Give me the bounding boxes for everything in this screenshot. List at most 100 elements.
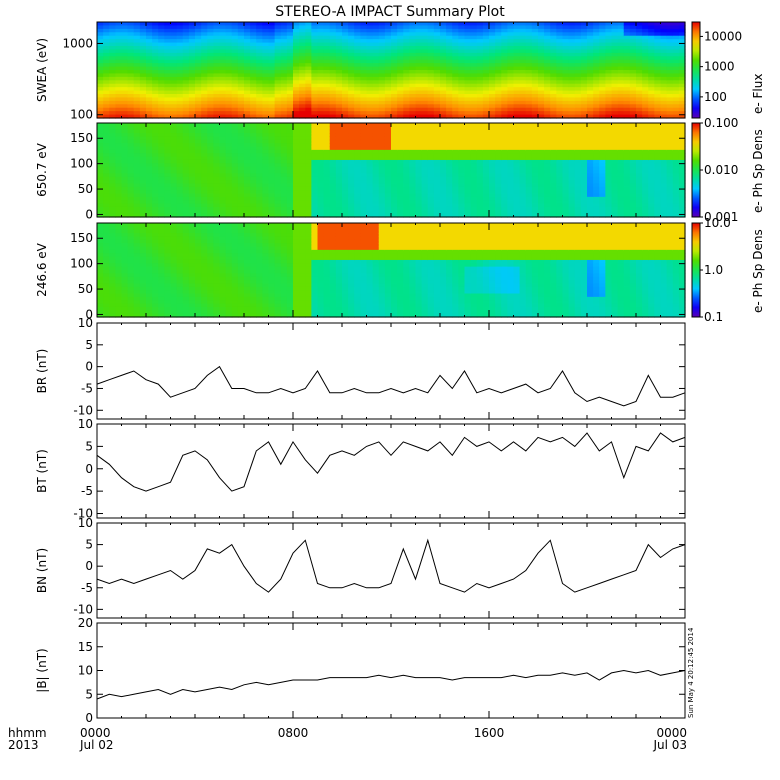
heatmap-cell bbox=[550, 126, 557, 131]
heatmap-cell bbox=[409, 25, 417, 30]
heatmap-cell bbox=[666, 83, 674, 88]
heatmap-cell bbox=[262, 136, 270, 141]
heatmap-cell bbox=[305, 163, 312, 168]
heatmap-cell bbox=[329, 156, 337, 161]
heatmap-cell bbox=[611, 49, 619, 54]
heatmap-cell bbox=[580, 59, 588, 64]
heatmap-cell bbox=[458, 176, 466, 181]
heatmap-cell bbox=[268, 166, 276, 171]
heatmap-cell bbox=[299, 49, 306, 54]
heatmap-cell bbox=[354, 149, 361, 154]
heatmap-cell bbox=[109, 83, 116, 88]
heatmap-cell bbox=[170, 104, 178, 109]
heatmap-cell bbox=[188, 126, 196, 131]
heatmap-cell bbox=[593, 52, 600, 57]
heatmap-cell bbox=[452, 176, 459, 181]
heatmap-cell bbox=[195, 173, 202, 178]
heatmap-cell bbox=[231, 143, 239, 148]
heatmap-cell bbox=[207, 153, 214, 158]
heatmap-cell bbox=[103, 156, 110, 161]
heatmap-cell bbox=[378, 133, 386, 138]
heatmap-cell bbox=[452, 83, 459, 88]
heatmap-cell bbox=[152, 76, 159, 81]
heatmap-cell bbox=[311, 126, 319, 131]
heatmap-cell bbox=[495, 126, 502, 131]
heatmap-cell bbox=[195, 111, 202, 116]
heatmap-cell bbox=[103, 203, 110, 208]
heatmap-cell bbox=[299, 104, 306, 109]
heatmap-cell bbox=[354, 166, 361, 171]
heatmap-cell bbox=[550, 149, 557, 154]
heatmap-cell bbox=[250, 146, 257, 151]
heatmap-cell bbox=[446, 28, 453, 33]
heatmap-cell bbox=[262, 90, 270, 95]
heatmap-cell bbox=[188, 159, 196, 164]
heatmap-cell bbox=[617, 80, 625, 85]
heatmap-cell bbox=[201, 203, 208, 208]
heatmap-cell bbox=[146, 100, 153, 105]
heatmap-cell bbox=[464, 42, 472, 47]
heatmap-cell bbox=[427, 126, 435, 131]
heatmap-cell bbox=[219, 42, 227, 47]
heatmap-cell bbox=[678, 59, 686, 64]
heatmap-cell bbox=[409, 210, 417, 215]
heatmap-cell bbox=[176, 200, 184, 205]
heatmap-cell bbox=[133, 156, 141, 161]
heatmap-cell bbox=[470, 193, 478, 198]
heatmap-cell bbox=[146, 35, 153, 40]
heatmap-cell bbox=[152, 176, 159, 181]
heatmap-cell bbox=[617, 42, 625, 47]
heatmap-cell bbox=[133, 63, 141, 68]
heatmap-cell bbox=[305, 87, 312, 92]
heatmap-cell bbox=[525, 59, 533, 64]
heatmap-cell bbox=[507, 203, 515, 208]
heatmap-cell bbox=[397, 97, 404, 102]
heatmap-cell bbox=[611, 66, 619, 71]
heatmap-cell bbox=[237, 63, 245, 68]
heatmap-cell bbox=[372, 183, 380, 188]
heatmap-cell bbox=[397, 156, 404, 161]
heatmap-cell bbox=[654, 87, 662, 92]
heatmap-cell bbox=[348, 203, 355, 208]
heatmap-cell bbox=[666, 28, 674, 33]
heatmap-cell bbox=[446, 80, 453, 85]
heatmap-cell bbox=[188, 100, 196, 105]
heatmap-cell bbox=[158, 80, 165, 85]
heatmap-cell bbox=[403, 196, 410, 201]
heatmap-cell bbox=[121, 32, 129, 37]
heatmap-cell bbox=[262, 129, 270, 134]
heatmap-cell bbox=[182, 180, 190, 185]
heatmap-cell bbox=[580, 100, 588, 105]
heatmap-cell bbox=[103, 25, 110, 30]
heatmap-cell bbox=[574, 83, 582, 88]
heatmap-cell bbox=[391, 42, 398, 47]
heatmap-cell bbox=[495, 111, 502, 116]
heatmap-cell bbox=[354, 180, 361, 185]
heatmap-cell bbox=[397, 52, 404, 57]
heatmap-cell bbox=[133, 83, 141, 88]
heatmap-cell bbox=[446, 129, 453, 134]
heatmap-cell bbox=[538, 39, 545, 44]
heatmap-cell bbox=[587, 90, 594, 95]
heatmap-cell bbox=[501, 104, 508, 109]
heatmap-cell bbox=[446, 133, 453, 138]
heatmap-cell bbox=[299, 66, 306, 71]
heatmap-cell bbox=[182, 213, 190, 218]
heatmap-cell bbox=[286, 76, 294, 81]
heatmap-cell bbox=[225, 87, 233, 92]
heatmap-cell bbox=[133, 97, 141, 102]
heatmap-cell bbox=[378, 80, 386, 85]
heatmap-cell bbox=[360, 196, 368, 201]
heatmap-cell bbox=[323, 146, 331, 151]
heatmap-cell bbox=[366, 143, 374, 148]
heatmap-cell bbox=[525, 35, 533, 40]
heatmap-cell bbox=[513, 104, 521, 109]
heatmap-cell bbox=[201, 176, 208, 181]
heatmap-cell bbox=[293, 123, 300, 127]
heatmap-cell bbox=[299, 163, 306, 168]
heatmap-cell bbox=[109, 49, 116, 54]
heatmap-cell bbox=[421, 56, 429, 61]
heatmap-cell bbox=[378, 213, 386, 218]
heatmap-cell bbox=[678, 87, 686, 92]
heatmap-cell bbox=[335, 190, 343, 195]
